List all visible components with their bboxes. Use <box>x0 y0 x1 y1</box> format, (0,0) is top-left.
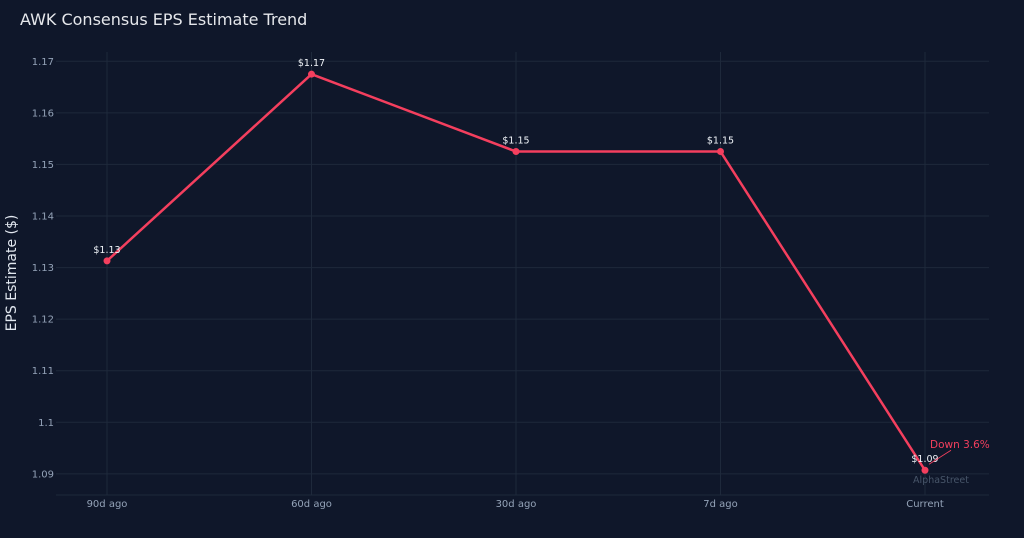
data-point <box>103 257 111 265</box>
y-tick-label: 1.17 <box>32 57 54 68</box>
data-label: $1.15 <box>707 136 734 147</box>
x-tick-label: 60d ago <box>291 499 332 510</box>
watermark-text: AlphaStreet <box>913 475 969 486</box>
y-tick-label: 1.1 <box>38 418 54 429</box>
label-layer: $1.13 $1.17 $1.15 $1.15 $1.09 Down 3.6% <box>93 58 989 465</box>
data-point <box>308 70 315 78</box>
y-tick-label: 1.13 <box>32 263 54 274</box>
data-label: $1.13 <box>93 245 120 256</box>
y-tick-label: 1.16 <box>32 108 54 119</box>
y-tick-label: 1.14 <box>32 211 54 222</box>
data-label: $1.17 <box>298 58 325 69</box>
x-tick-label: 30d ago <box>496 499 537 510</box>
grid-layer <box>56 52 989 495</box>
data-label: $1.09 <box>911 454 938 465</box>
annotation-text: Down 3.6% <box>930 439 990 451</box>
axis-layer: 1.09 1.1 1.11 1.12 1.13 1.14 1.15 1.16 1.17 90d a… <box>32 57 989 510</box>
y-tick-label: 1.09 <box>32 469 54 480</box>
y-tick-label: 1.12 <box>32 315 54 326</box>
y-tick-label: 1.15 <box>32 160 54 171</box>
x-tick-label: 90d ago <box>87 499 128 510</box>
series-layer <box>103 70 929 474</box>
y-axis-label: EPS Estimate ($) <box>4 215 20 332</box>
chart-title: AWK Consensus EPS Estimate Trend <box>20 10 308 29</box>
data-point <box>717 148 724 156</box>
x-tick-label: 7d ago <box>703 499 737 510</box>
y-tick-label: 1.11 <box>32 366 54 377</box>
annotation-arrow <box>928 449 952 465</box>
data-point <box>512 148 520 156</box>
x-tick-label: Current <box>906 499 944 510</box>
data-label: $1.15 <box>502 136 529 147</box>
data-point <box>921 466 929 474</box>
